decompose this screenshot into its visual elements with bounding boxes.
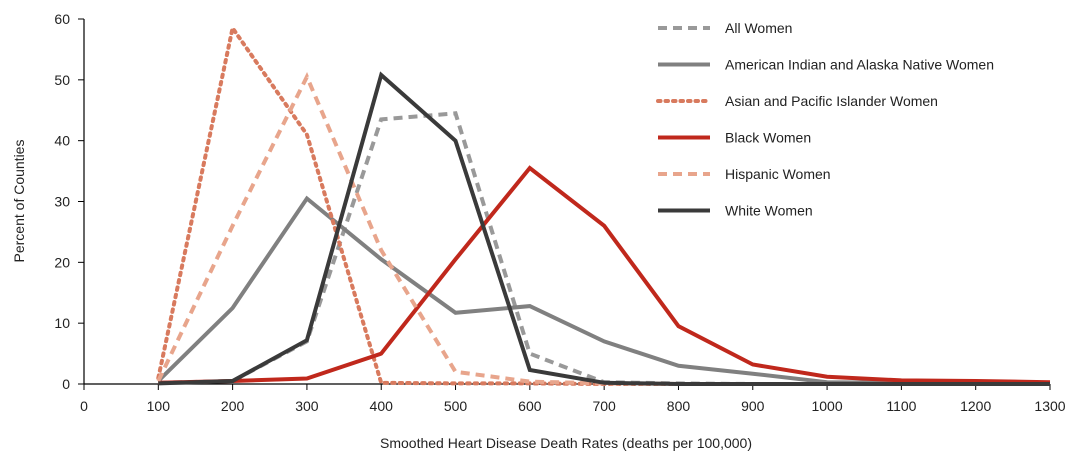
x-tick-label: 1300 xyxy=(1034,398,1065,414)
y-tick-label: 40 xyxy=(54,133,70,149)
legend-label: American Indian and Alaska Native Women xyxy=(725,57,994,73)
y-tick-label: 50 xyxy=(54,72,70,88)
legend: All Women American Indian and Alaska Nati… xyxy=(656,20,994,219)
y-tick-label: 20 xyxy=(54,254,70,270)
series-line-5 xyxy=(156,72,1050,386)
x-tick-label: 300 xyxy=(295,398,319,414)
legend-label: Hispanic Women xyxy=(725,166,831,182)
x-tick-label: 1000 xyxy=(811,398,842,414)
y-tick-label: 30 xyxy=(54,194,70,210)
y-tick-label: 0 xyxy=(62,376,70,392)
plot-area xyxy=(156,23,1052,386)
x-tick-label: 200 xyxy=(221,398,245,414)
x-tick-label: 700 xyxy=(592,398,616,414)
x-tick-label: 500 xyxy=(444,398,468,414)
x-tick-label: 800 xyxy=(667,398,691,414)
series-line-6 xyxy=(158,71,1050,386)
y-tick-label: 10 xyxy=(54,315,70,331)
legend-label: Black Women xyxy=(725,130,811,146)
x-tick-label: 900 xyxy=(741,398,765,414)
series-line-3 xyxy=(156,23,1052,386)
x-tick-label: 0 xyxy=(80,398,88,414)
series-line-4 xyxy=(158,165,1051,385)
legend-label: All Women xyxy=(725,20,792,36)
x-tick-label: 100 xyxy=(147,398,171,414)
x-axis-title: Smoothed Heart Disease Death Rates (deat… xyxy=(380,435,752,451)
y-tick-label: 60 xyxy=(54,11,70,27)
x-tick-label: 1200 xyxy=(960,398,991,414)
y-axis-title: Percent of Counties xyxy=(11,140,27,263)
x-tick-label: 1100 xyxy=(886,398,916,414)
x-tick-label: 400 xyxy=(370,398,394,414)
legend-label: White Women xyxy=(725,203,813,219)
x-tick-label: 600 xyxy=(518,398,542,414)
legend-label: Asian and Pacific Islander Women xyxy=(725,93,938,109)
